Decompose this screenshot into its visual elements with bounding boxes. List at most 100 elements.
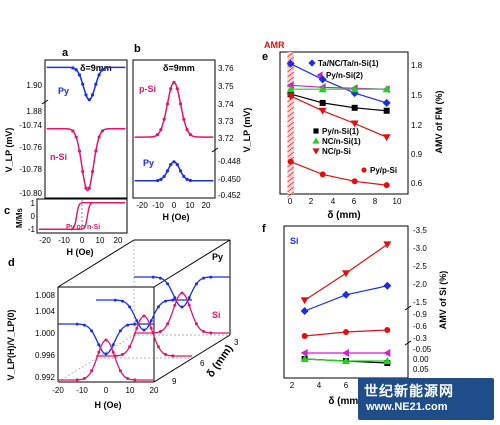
panel-f-ytick: -1.5 <box>413 298 427 307</box>
panel-d-xtick: -20 <box>52 386 64 395</box>
data-point-Py/n-Si(1) <box>319 99 326 106</box>
data-point <box>156 345 160 349</box>
panel-d-xlabel: H (Oe) <box>95 400 122 410</box>
panel-f-ytick: -2.0 <box>413 280 427 289</box>
amr-hatch-line <box>287 71 295 78</box>
data-point <box>194 282 198 286</box>
data-point <box>182 117 186 121</box>
panel-e-ytick: 1.8 <box>411 61 423 70</box>
panel-c-xtick: -10 <box>58 236 70 245</box>
data-point <box>113 298 117 302</box>
data-point <box>165 102 170 106</box>
panel-d-ztick: 3 <box>234 338 239 347</box>
data-point <box>173 296 177 300</box>
data-point-Py/p-Si <box>343 329 349 335</box>
amr-hatch-line <box>287 126 295 133</box>
legend-marker <box>316 71 323 79</box>
data-point <box>202 276 206 280</box>
data-point <box>97 135 101 139</box>
amr-hatch-line <box>287 121 295 128</box>
panel-d-ytick: 1.008 <box>35 291 56 300</box>
data-point <box>188 178 192 183</box>
amr-hatch-line <box>287 151 295 158</box>
data-point <box>100 129 104 133</box>
data-point <box>82 377 86 381</box>
panel-b-ytick: -0.452 <box>218 191 241 200</box>
data-point-NC/p-Si <box>382 134 391 142</box>
panel-f-axis-break <box>404 340 412 346</box>
amr-hatch-line <box>287 176 295 183</box>
data-point-Ta/NC/Ta/n-Si(1) <box>300 307 309 315</box>
data-point <box>90 369 94 373</box>
panel-a: a δ=9mm 1.90 1.88 -10.74 -10.76 -10.78 -… <box>4 47 128 199</box>
data-point <box>74 68 78 72</box>
data-point <box>87 186 91 190</box>
panel-b-annotation: δ=9mm <box>163 63 195 73</box>
data-point-Ta/NC/Ta/n-Si(1) <box>382 98 391 107</box>
amr-hatch-line <box>287 116 295 123</box>
data-point-Ta/NC/Ta/n-Si(1) <box>286 59 295 68</box>
panel-c-xtick: 10 <box>96 236 105 245</box>
panel-e: e AMR 1.8 1.5 1.2 0.9 0.6 AMV of FM (%) … <box>262 40 444 221</box>
panel-e-amr-band <box>287 51 295 198</box>
panel-d-label: d <box>8 257 15 269</box>
panel-a-ytick: -10.76 <box>19 143 42 152</box>
panel-e-xtick: 0 <box>288 197 293 206</box>
panel-f-ytick: 0.05 <box>413 365 429 374</box>
panel-c-xtick: 0 <box>80 236 85 245</box>
data-point <box>159 177 163 182</box>
data-point <box>156 305 160 309</box>
data-point-NC/n-Si(1) <box>342 357 350 364</box>
panel-c-frame <box>36 198 128 234</box>
amr-hatch-line <box>287 181 295 188</box>
amr-hatch-line <box>287 146 295 153</box>
data-point <box>166 282 170 286</box>
data-point <box>97 343 101 347</box>
data-point <box>187 303 191 307</box>
data-point <box>135 319 139 323</box>
panel-b-ytick: -0.448 <box>218 157 241 166</box>
data-point <box>164 299 168 303</box>
data-point <box>151 275 155 279</box>
data-point <box>172 160 176 164</box>
data-point <box>194 322 198 326</box>
data-point <box>100 68 104 72</box>
panel-e-xtick: 4 <box>331 197 336 206</box>
panel-b-xtick: -20 <box>136 201 148 210</box>
panel-f-ytick: -0.6 <box>413 322 427 331</box>
panel-a-annotation: δ=9mm <box>80 63 112 73</box>
series-line-NC/p-Si <box>290 95 387 138</box>
panel-f-annotation: Si <box>290 236 299 246</box>
panel-c-ylabel: M/Ms <box>15 207 24 228</box>
panel-a-series-label: Py <box>58 86 69 96</box>
amr-hatch-line <box>287 186 295 193</box>
panel-f-label: f <box>262 223 266 235</box>
data-point <box>187 296 191 300</box>
data-point <box>120 299 124 303</box>
panel-e-ytick: 1.2 <box>411 121 423 130</box>
panel-a-label: a <box>62 47 69 59</box>
panel-c-xtick: -20 <box>39 236 51 245</box>
data-point-Ta/NC/Ta/n-Si(1) <box>342 290 350 299</box>
series-line-Ta/NC/Ta/n-Si(1) <box>290 63 387 104</box>
legend-marker <box>312 137 320 144</box>
data-point <box>126 377 130 381</box>
panel-d-ytick: 0.996 <box>35 351 56 360</box>
panel-e-xtick: 10 <box>393 197 402 206</box>
panel-c-series-label: Py on n-Si <box>66 224 100 231</box>
data-point <box>111 350 115 354</box>
amr-hatch-line <box>287 111 295 118</box>
amr-hatch-line <box>287 141 295 148</box>
data-point <box>171 298 175 302</box>
panel-c-ytick: 1 <box>31 199 36 208</box>
amr-hatch-line <box>287 51 295 58</box>
panel-e-xtick: 2 <box>309 197 314 206</box>
legend-entry: NC/p-Si <box>322 147 351 156</box>
amr-hatch-line <box>287 171 295 178</box>
panel-f: f Si -3.5 -3.0 -2.5 -2.0 -1.5 -0.9 -0.6 … <box>262 223 448 407</box>
data-point-Py/n-Si(1) <box>351 104 358 111</box>
data-point <box>128 305 132 309</box>
panel-b-frame <box>132 59 216 199</box>
data-point <box>180 291 184 295</box>
data-point <box>90 93 95 97</box>
